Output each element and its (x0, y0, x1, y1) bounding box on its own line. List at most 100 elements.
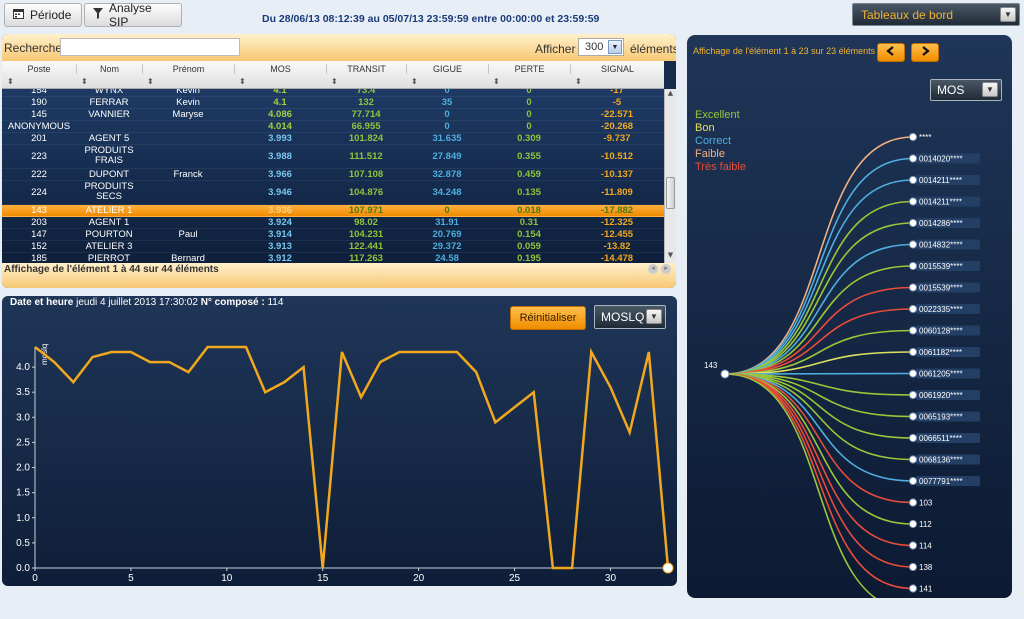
column-header-mos[interactable]: MOS (234, 64, 326, 74)
node-label[interactable]: 0061182**** (919, 348, 962, 357)
scrollbar-thumb[interactable] (666, 177, 675, 209)
tree-metric-select[interactable]: MOS ▼ (930, 79, 1002, 101)
table-row[interactable]: 223 PRODUITS FRAIS 3.988 111.512 27.849 0.355… (2, 145, 664, 169)
tree-node[interactable] (908, 347, 918, 357)
chevron-up-icon[interactable]: ▲ (667, 89, 674, 97)
tree-node[interactable] (908, 175, 918, 185)
table-scrollbar[interactable]: ▲ ▼ (664, 89, 676, 263)
tree-node[interactable] (908, 218, 918, 228)
next-page-icon[interactable]: ▸ (661, 264, 671, 274)
node-label[interactable]: 0066511**** (919, 434, 962, 443)
node-label[interactable]: 0014286**** (919, 219, 963, 228)
chevron-down-icon[interactable]: ▼ (608, 40, 622, 54)
node-label[interactable]: 0014020**** (919, 155, 963, 164)
sort-icon[interactable]: ⬍ (575, 77, 582, 86)
node-label[interactable]: 0065193**** (919, 413, 963, 422)
node-label[interactable]: 114 (919, 542, 932, 551)
table-row[interactable]: 222 DUPONT Franck 3.966 107.108 32.878 0.459 -1… (2, 169, 664, 181)
node-label[interactable]: 138 (919, 563, 933, 572)
dashboard-select[interactable]: Tableaux de bord ▼ (852, 3, 1020, 26)
node-label[interactable]: 0061205**** (919, 370, 963, 379)
tree-node[interactable] (908, 132, 918, 142)
node-label[interactable]: 0060128**** (919, 327, 963, 336)
chart-metric-select[interactable]: MOSLQ ▼ (594, 305, 666, 329)
node-label[interactable]: 0014211**** (919, 198, 962, 207)
table-row[interactable]: 143 ATELIER 1 3.936 107.971 0 0.018 -17.882 (2, 205, 664, 217)
chevron-down-icon[interactable]: ▼ (646, 309, 662, 324)
column-header-nom[interactable]: Nom (76, 64, 142, 74)
node-label-bg (916, 261, 980, 271)
column-header-prenom[interactable]: Prénom (142, 64, 234, 74)
tree-node[interactable] (908, 390, 918, 400)
tree-node[interactable] (908, 326, 918, 335)
sort-icon[interactable]: ⬍ (239, 77, 246, 86)
cell-transit: 107.971 (348, 205, 384, 216)
table-row[interactable]: 152 ATELIER 3 3.913 122.441 29.372 0.059 -13.8… (2, 241, 664, 253)
tree-node[interactable] (908, 240, 918, 249)
root-node[interactable] (720, 369, 730, 379)
tree-node[interactable] (908, 154, 918, 163)
chevron-down-icon[interactable]: ▼ (1000, 7, 1016, 22)
prev-page-icon[interactable]: ◂ (648, 264, 658, 274)
tree-node[interactable] (908, 433, 918, 443)
tree-node[interactable] (908, 476, 918, 486)
tree-node[interactable] (908, 562, 918, 572)
node-label[interactable]: 0014832**** (919, 241, 963, 250)
tree-node[interactable] (908, 261, 918, 271)
node-label[interactable]: **** (919, 133, 931, 142)
node-label[interactable]: 0014211**** (919, 176, 962, 185)
node-label[interactable]: 0061920**** (919, 391, 963, 400)
tree-node[interactable] (908, 304, 918, 314)
periode-button[interactable]: Période (4, 3, 82, 27)
sort-icon[interactable]: ⬍ (411, 77, 418, 86)
node-label[interactable]: 112 (919, 520, 932, 529)
column-header-poste[interactable]: Poste (27, 64, 51, 74)
page-size-select[interactable]: 300 ▼ (578, 38, 624, 56)
cell-nom: VANNIER (88, 109, 130, 120)
node-label[interactable]: 0015539**** (919, 262, 963, 271)
table-row[interactable]: 147 POURTON Paul 3.914 104.231 20.769 0.154 -12… (2, 229, 664, 241)
node-label[interactable]: 141 (919, 585, 933, 594)
tree-node[interactable] (908, 519, 918, 529)
sort-icon[interactable]: ⬍ (7, 77, 14, 86)
cell-prenom: Maryse (172, 109, 204, 120)
table-row[interactable]: 185 PIERROT Bernard 3.912 117.263 24.58 0.195 -… (2, 253, 664, 264)
sort-icon[interactable]: ⬍ (81, 77, 88, 86)
column-header-gigue[interactable]: GIGUE (406, 64, 488, 74)
reset-button[interactable]: Réinitialiser (510, 306, 586, 330)
table-row[interactable]: 190 FERRAR Kevin 4.1 132 35 0 -5 (2, 97, 664, 109)
tree-node[interactable] (908, 455, 918, 464)
search-input[interactable] (60, 38, 240, 56)
tree-node[interactable] (908, 283, 918, 292)
sort-icon[interactable]: ⬍ (493, 77, 500, 86)
tree-node[interactable] (908, 541, 918, 550)
node-label[interactable]: 0022335**** (919, 305, 963, 314)
column-header-signal[interactable]: SIGNAL (570, 64, 664, 74)
tree-next-button[interactable] (911, 43, 939, 62)
node-label[interactable]: 0015539**** (919, 284, 963, 293)
node-label[interactable]: 0068136**** (919, 456, 963, 465)
table-row[interactable]: 201 AGENT 5 3.993 101.824 31.635 0.309 -9.737 (2, 133, 664, 145)
analyse-sip-button[interactable]: Analyse SIP (84, 1, 182, 29)
node-label[interactable]: 103 (919, 499, 933, 508)
sort-icon[interactable]: ⬍ (147, 77, 154, 86)
tree-node[interactable] (908, 412, 918, 421)
column-header-perte[interactable]: PERTE (488, 64, 570, 74)
chevron-down-icon[interactable]: ▼ (982, 82, 998, 97)
table-row[interactable]: 224 PRODUITS SECS 3.946 104.876 34.248 0.135 -… (2, 181, 664, 205)
table-toolbar: Recherche Afficher 300 ▼ éléments (2, 34, 676, 61)
table-row[interactable]: 203 AGENT 1 3.924 98.02 31.91 0.31 -12.325 (2, 217, 664, 229)
table-row[interactable]: ANONYMOUS 4.014 66.955 0 0 -20.268 (2, 121, 664, 133)
chevron-down-icon[interactable]: ▼ (667, 251, 674, 259)
tree-node[interactable] (908, 197, 918, 206)
table-row[interactable]: 154 WYNX Kevin 4.1 73.4 0 0 -17 (2, 89, 664, 97)
tree-node[interactable] (908, 498, 918, 507)
column-header-transit[interactable]: TRANSIT (326, 64, 406, 74)
tree-node[interactable] (908, 584, 918, 593)
node-label[interactable]: 0077791**** (919, 477, 963, 486)
tree-node[interactable] (908, 369, 918, 378)
tree-prev-button[interactable] (877, 43, 905, 62)
sort-icon[interactable]: ⬍ (331, 77, 338, 86)
data-point-marker[interactable] (662, 562, 674, 574)
table-row[interactable]: 145 VANNIER Maryse 4.086 77.714 0 0 -22.571 (2, 109, 664, 121)
